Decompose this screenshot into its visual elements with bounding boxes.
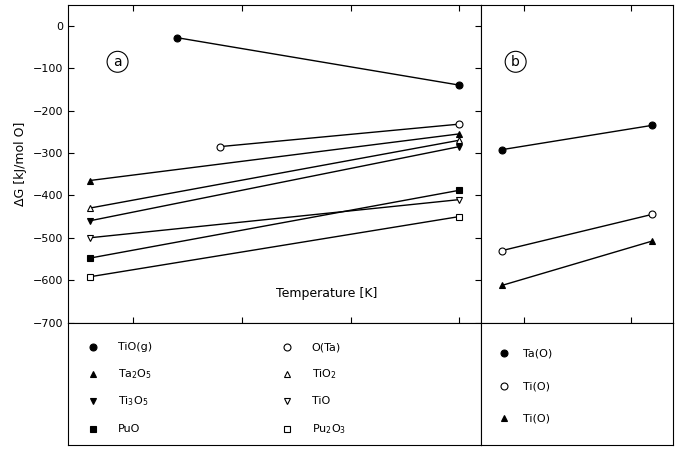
Text: Ti$_3$O$_5$: Ti$_3$O$_5$ (118, 394, 148, 408)
Text: Ta(O): Ta(O) (524, 348, 553, 358)
Text: Ti(O): Ti(O) (524, 381, 550, 391)
Text: TiO$_2$: TiO$_2$ (311, 367, 337, 381)
Text: TiO: TiO (311, 396, 330, 406)
Text: TiO(g): TiO(g) (118, 342, 152, 352)
Text: Pu$_2$O$_3$: Pu$_2$O$_3$ (311, 422, 346, 436)
Y-axis label: ΔG [kJ/mol O]: ΔG [kJ/mol O] (14, 121, 27, 206)
Text: b: b (511, 55, 520, 69)
Text: Ta$_2$O$_5$: Ta$_2$O$_5$ (118, 367, 152, 381)
Text: Ti(O): Ti(O) (524, 413, 550, 423)
Text: a: a (114, 55, 122, 69)
Text: Temperature [K]: Temperature [K] (275, 287, 377, 300)
Text: PuO: PuO (118, 424, 140, 434)
Text: O(Ta): O(Ta) (311, 342, 341, 352)
